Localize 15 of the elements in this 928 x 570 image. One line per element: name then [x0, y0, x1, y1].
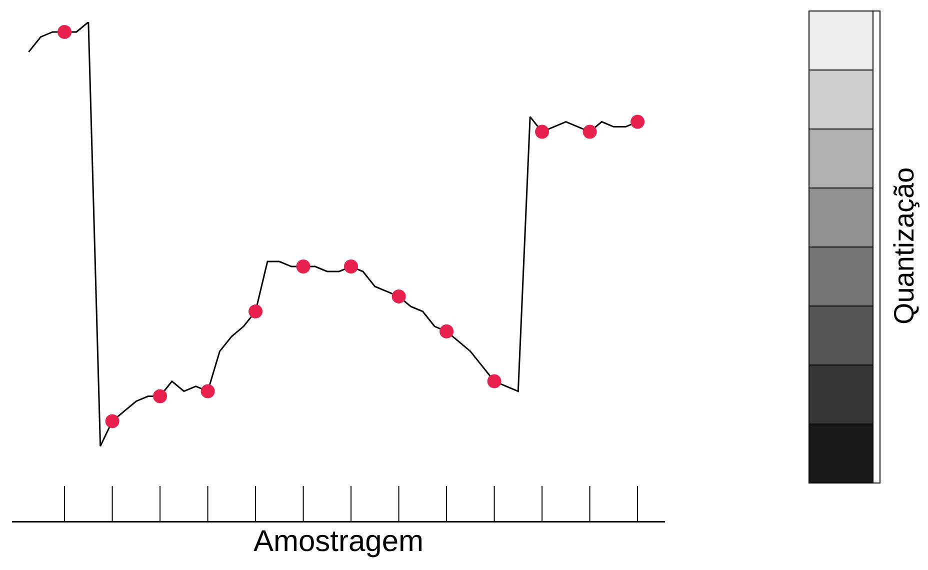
point: [582, 124, 597, 139]
point: [487, 374, 502, 388]
point: [630, 114, 645, 129]
point: [296, 260, 310, 274]
point: [58, 24, 72, 39]
point: [153, 389, 168, 404]
point: [200, 384, 215, 398]
point: [440, 324, 454, 338]
x-axis-title: Amostragem: [253, 525, 424, 558]
text: Quantização: [888, 167, 920, 325]
point: [248, 304, 263, 318]
point: [392, 289, 406, 304]
point: [535, 124, 550, 139]
point: [105, 414, 120, 428]
point: [344, 260, 358, 274]
